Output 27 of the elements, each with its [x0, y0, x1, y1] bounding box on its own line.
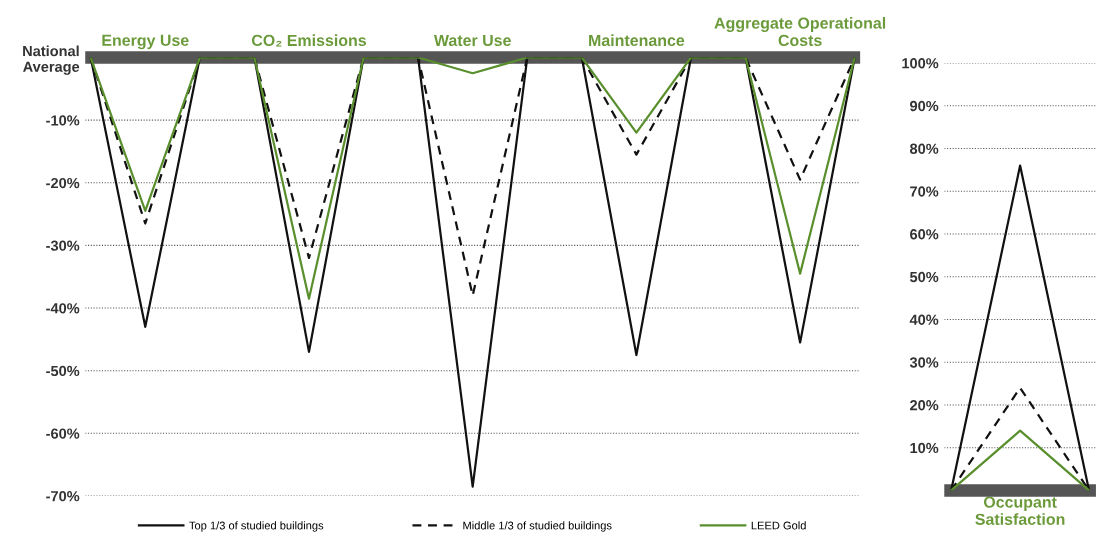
y-tick-label: -30% — [46, 240, 80, 251]
legend-label: LEED Gold — [751, 521, 806, 530]
y-tick-label: -40% — [46, 303, 80, 314]
y-tick-label: -50% — [46, 365, 80, 377]
y-tick-label: 40% — [909, 314, 939, 325]
x-tick-label: Energy Use — [102, 34, 189, 50]
x-axis-title: Occupant Satisfaction — [975, 496, 1065, 525]
y-tick-label: 80% — [909, 143, 939, 154]
y-tick-label: 30% — [909, 357, 939, 368]
y-tick-label: National Average — [23, 45, 80, 75]
legend-label: Middle 1/3 of studied buildings — [463, 521, 612, 532]
y-tick-label: 70% — [910, 186, 939, 197]
x-tick-label: CO₂ Emissions — [251, 34, 367, 47]
y-tick-label: 20% — [910, 400, 939, 411]
y-tick-label: -70% — [46, 491, 80, 502]
x-tick-label: Aggregate Operational Costs — [714, 17, 886, 47]
y-tick-label: 60% — [910, 229, 939, 240]
y-tick-label: 90% — [910, 100, 939, 112]
y-tick-label: 50% — [909, 271, 939, 283]
y-tick-label: 10% — [910, 442, 939, 454]
y-tick-label: -20% — [46, 177, 80, 189]
y-tick-label: -10% — [46, 115, 80, 126]
x-tick-label: Maintenance — [589, 34, 685, 47]
y-tick-label: -60% — [46, 428, 80, 439]
legend-label: Top 1/3 of studied buildings — [189, 521, 324, 532]
y-tick-label: 100% — [902, 58, 939, 69]
x-tick-label: Water Use — [433, 34, 511, 47]
